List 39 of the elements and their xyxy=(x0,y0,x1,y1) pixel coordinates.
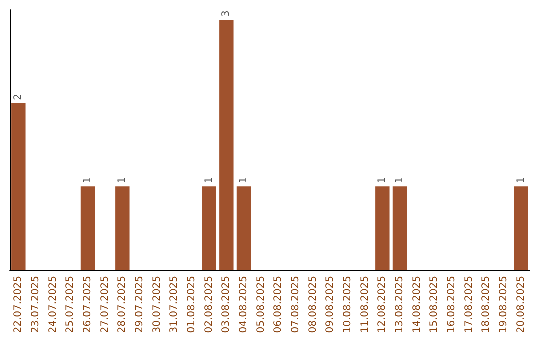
x-tick-label: 17.08.2025 xyxy=(464,276,475,334)
x-tick-label: 07.08.2025 xyxy=(290,276,302,334)
x-tick-label: 26.07.2025 xyxy=(82,276,94,334)
x-tick-label: 23.07.2025 xyxy=(30,276,42,334)
data-label: 1 xyxy=(204,177,215,184)
x-tick-label: 01.08.2025 xyxy=(186,276,198,334)
x-tick-label: 28.07.2025 xyxy=(117,276,128,334)
x-tick-label: 27.07.2025 xyxy=(100,276,111,334)
data-label: 1 xyxy=(82,177,94,184)
x-tick-label: 14.08.2025 xyxy=(412,276,423,334)
data-label: 1 xyxy=(516,177,527,184)
x-tick-label: 30.07.2025 xyxy=(152,276,163,334)
data-label: 1 xyxy=(238,177,250,184)
x-tick-label: 06.08.2025 xyxy=(273,276,284,334)
x-tick-label: 24.07.2025 xyxy=(48,276,59,334)
data-label: 2 xyxy=(13,94,24,100)
x-tick-label: 13.08.2025 xyxy=(394,276,406,334)
x-tick-label: 03.08.2025 xyxy=(221,276,232,334)
x-tick-label: 20.08.2025 xyxy=(516,276,527,334)
x-tick-label: 09.08.2025 xyxy=(325,276,336,334)
x-tick-label: 31.07.2025 xyxy=(169,276,180,334)
x-tick-label: 15.08.2025 xyxy=(429,276,440,334)
x-tick-label: 22.07.2025 xyxy=(13,276,24,334)
data-label: 1 xyxy=(377,177,388,184)
data-label: 1 xyxy=(117,177,128,184)
x-tick-label: 02.08.2025 xyxy=(204,276,215,334)
x-tick-label: 25.07.2025 xyxy=(65,276,76,334)
x-tick-label: 18.08.2025 xyxy=(481,276,492,334)
x-tick-label: 10.08.2025 xyxy=(342,276,354,334)
x-tick-label: 04.08.2025 xyxy=(238,276,250,334)
x-tick-label: 19.08.2025 xyxy=(498,276,510,334)
x-tick-label: 11.08.2025 xyxy=(360,276,371,334)
x-tick-label: 05.08.2025 xyxy=(256,276,267,334)
x-tick-label: 29.07.2025 xyxy=(134,276,146,334)
x-tick-label: 08.08.2025 xyxy=(308,276,319,334)
x-tick-label: 12.08.2025 xyxy=(377,276,388,334)
data-label: 1 xyxy=(394,177,406,184)
x-tick-label: 16.08.2025 xyxy=(446,276,458,334)
data-label: 3 xyxy=(221,10,232,17)
